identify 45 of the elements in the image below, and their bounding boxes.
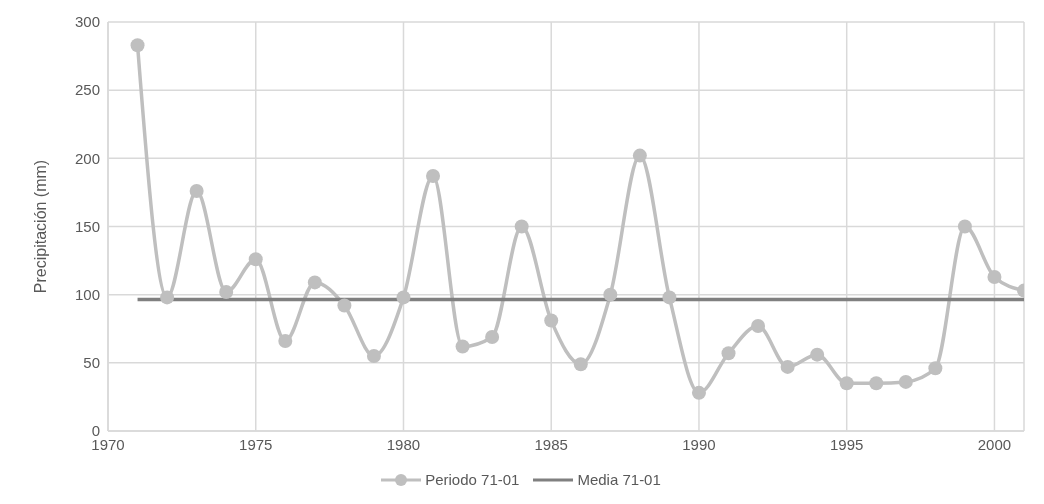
point (632, 148, 647, 163)
point (691, 385, 706, 400)
point (898, 374, 913, 389)
y-tick-label: 300 (74, 13, 100, 31)
point (248, 252, 263, 267)
point (573, 357, 588, 372)
point (810, 347, 825, 362)
y-tick-label: 50 (83, 354, 100, 372)
y-axis-title: Precipitación (mm) (31, 159, 49, 294)
point (130, 38, 145, 53)
point (662, 290, 677, 305)
point (928, 361, 943, 376)
point (337, 298, 352, 313)
x-tick-label: 2000 (977, 435, 1012, 453)
x-tick-label: 1990 (682, 435, 716, 453)
point (987, 269, 1002, 284)
point (160, 290, 175, 305)
point (544, 313, 559, 328)
legend-label: Media 71-01 (576, 471, 661, 488)
point (957, 219, 972, 234)
point (603, 287, 618, 302)
point (780, 359, 795, 374)
x-tick-label: 1975 (239, 435, 273, 453)
point (189, 184, 204, 199)
point (721, 346, 736, 361)
point (426, 169, 441, 184)
y-tick-label: 200 (74, 149, 100, 167)
legend-label: Periodo 71-01 (424, 471, 520, 488)
point (278, 334, 293, 349)
point (485, 329, 500, 344)
x-tick-label: 1980 (386, 435, 421, 453)
point (455, 339, 470, 354)
x-tick-label: 1995 (830, 435, 864, 453)
point (514, 219, 529, 234)
point (839, 376, 854, 391)
point (869, 376, 884, 391)
point (219, 284, 234, 299)
y-tick-label: 150 (74, 217, 100, 235)
y-tick-label: 250 (74, 81, 100, 99)
point (366, 349, 381, 364)
y-tick-label: 100 (74, 285, 100, 303)
x-tick-label: 1985 (534, 435, 568, 453)
point (307, 275, 322, 290)
point (396, 290, 411, 305)
point (751, 319, 766, 334)
